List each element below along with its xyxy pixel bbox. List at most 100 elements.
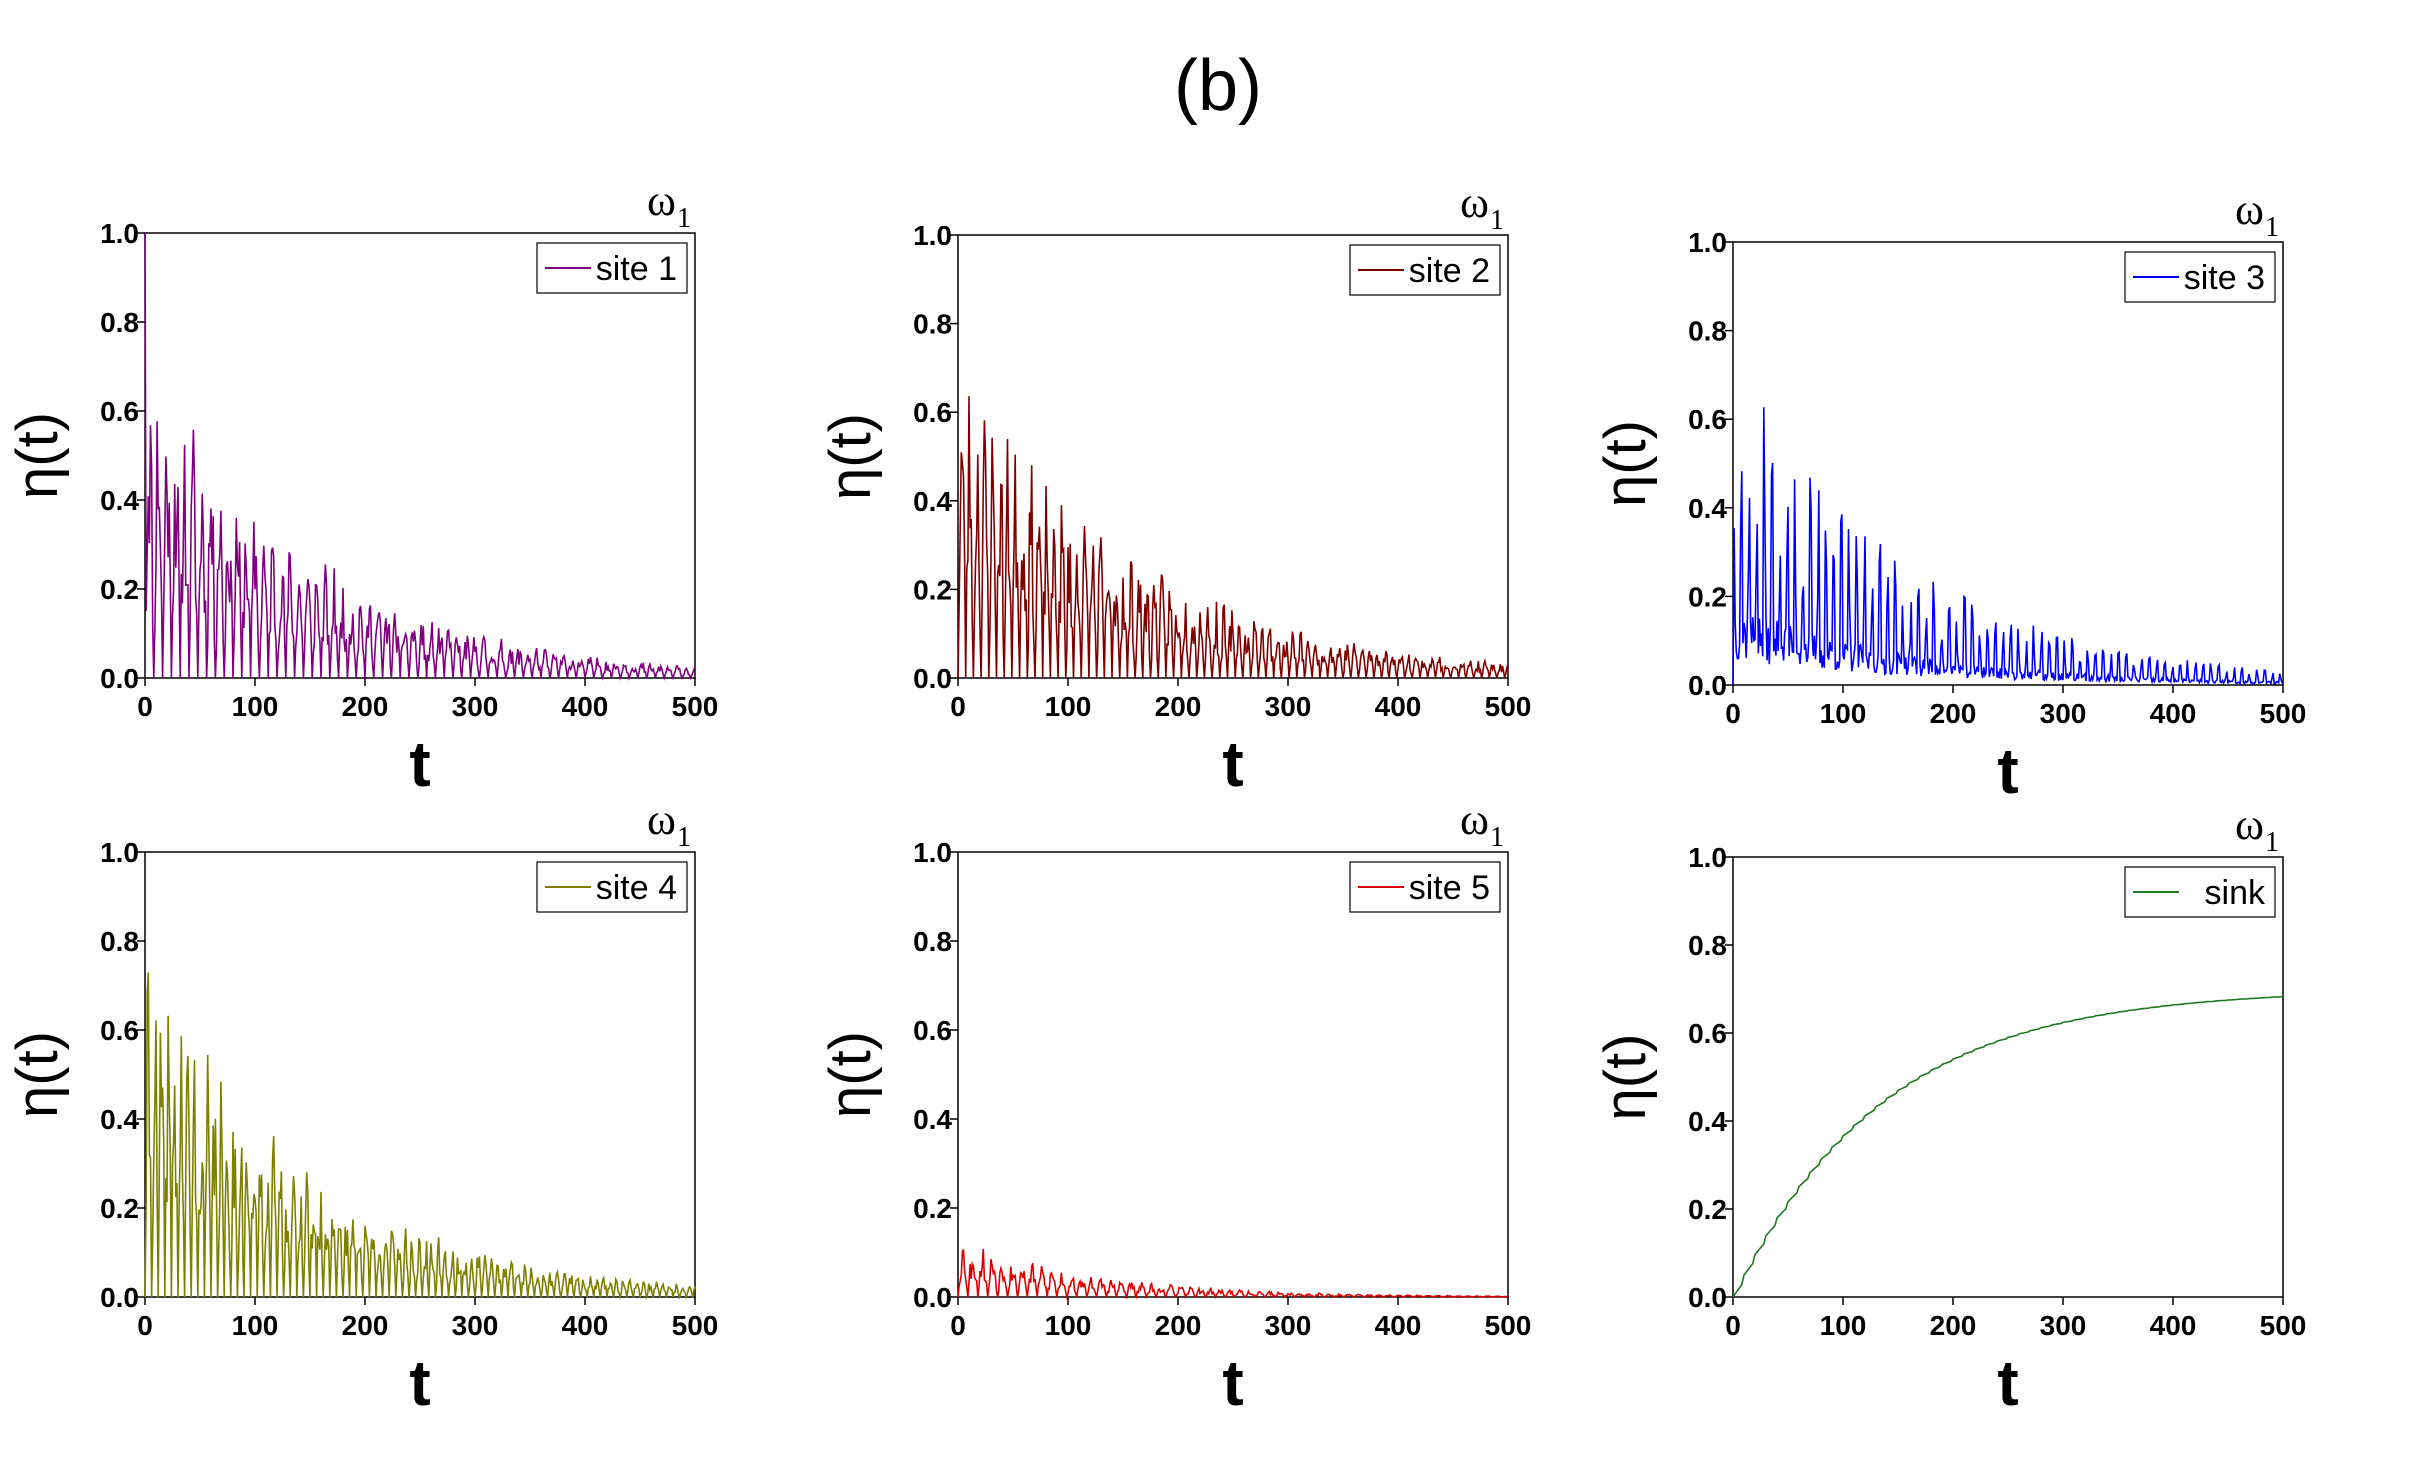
omega-subscript: 1 <box>1490 205 1504 236</box>
omega-label: ω <box>2235 800 2264 849</box>
x-tick-label: 300 <box>452 691 499 722</box>
x-tick-label: 500 <box>1485 691 1532 722</box>
x-tick-label: 500 <box>672 691 719 722</box>
y-tick-label: 0.2 <box>1688 1194 1727 1225</box>
x-tick-label: 400 <box>2150 1310 2197 1341</box>
x-tick-label: 400 <box>2150 698 2197 729</box>
chart-panel-4: 0 100 200 300 400 500 0.0 0.2 0.4 0.6 0.8 1.0 t η(t) ω… <box>5 795 718 1419</box>
x-tick-label: 200 <box>1155 1310 1202 1341</box>
x-tick-label: 200 <box>342 691 389 722</box>
x-tick-label: 300 <box>452 1310 499 1341</box>
omega-label: ω <box>1460 178 1489 227</box>
y-tick-label: 1.0 <box>100 218 139 249</box>
y-tick-label: 0.4 <box>1688 1106 1727 1137</box>
x-tick-label: 0 <box>137 1310 153 1341</box>
y-tick-label: 0.0 <box>100 663 139 694</box>
plot-frame <box>1732 856 2284 1298</box>
x-tick-label: 200 <box>1930 698 1977 729</box>
y-tick-label: 0.4 <box>100 1104 139 1135</box>
x-axis-label: t <box>1997 735 2018 807</box>
omega-subscript: 1 <box>1490 822 1504 853</box>
y-tick-label: 0.4 <box>913 1104 952 1135</box>
x-axis-label: t <box>409 728 430 800</box>
y-tick-label: 0.0 <box>913 663 952 694</box>
y-tick-label: 0.4 <box>1688 493 1727 524</box>
y-tick-label: 0.8 <box>100 926 139 957</box>
plot-frame <box>957 851 1509 1298</box>
plot-frame <box>144 851 696 1298</box>
y-tick-label: 1.0 <box>913 220 952 251</box>
x-tick-label: 200 <box>1930 1310 1977 1341</box>
x-tick-label: 400 <box>562 691 609 722</box>
x-tick-label: 300 <box>2040 1310 2087 1341</box>
plot-frame <box>1732 241 2284 686</box>
figure-label: (b) <box>1174 46 1262 126</box>
x-tick-label: 100 <box>1820 1310 1867 1341</box>
omega-subscript: 1 <box>677 822 691 853</box>
x-tick-label: 200 <box>342 1310 389 1341</box>
x-tick-label: 0 <box>137 691 153 722</box>
omega-subscript: 1 <box>677 203 691 234</box>
y-tick-label: 0.2 <box>913 1193 952 1224</box>
series-line-site-5 <box>957 1248 1508 1301</box>
x-axis-label: t <box>1222 728 1243 800</box>
y-axis-label: η(t) <box>818 1031 883 1118</box>
y-tick-label: 0.8 <box>913 926 952 957</box>
omega-label: ω <box>647 795 676 844</box>
y-tick-label: 0.4 <box>913 486 952 517</box>
legend-label: site 5 <box>1409 869 1490 907</box>
y-tick-label: 0.6 <box>913 1015 952 1046</box>
x-axis-label: t <box>409 1347 430 1419</box>
chart-panel-5: 0 100 200 300 400 500 0.0 0.2 0.4 0.6 0.8 1.0 t η(t) ω… <box>818 795 1531 1419</box>
chart-panel-2: 0 100 200 300 400 500 0.0 0.2 0.4 0.6 0.8 1.0 t η(t) ω… <box>818 178 1531 800</box>
y-tick-label: 1.0 <box>1688 227 1727 258</box>
x-tick-label: 500 <box>2260 698 2307 729</box>
x-tick-label: 500 <box>672 1310 719 1341</box>
y-tick-label: 0.0 <box>913 1282 952 1313</box>
legend-label: site 2 <box>1409 252 1490 290</box>
y-axis-label: η(t) <box>1593 420 1658 507</box>
x-tick-label: 200 <box>1155 691 1202 722</box>
x-tick-label: 400 <box>562 1310 609 1341</box>
y-tick-label: 1.0 <box>100 837 139 868</box>
x-tick-label: 0 <box>950 1310 966 1341</box>
y-tick-label: 0.8 <box>100 307 139 338</box>
y-tick-label: 0.0 <box>1688 1282 1727 1313</box>
x-tick-label: 100 <box>1045 691 1092 722</box>
y-tick-label: 0.2 <box>100 1193 139 1224</box>
y-axis-label: η(t) <box>1593 1034 1658 1121</box>
legend-label: site 1 <box>596 250 677 288</box>
series-line-site-3 <box>1732 407 2284 687</box>
omega-label: ω <box>647 176 676 225</box>
legend-label: site 3 <box>2184 259 2265 297</box>
x-tick-label: 300 <box>2040 698 2087 729</box>
y-tick-label: 0.8 <box>1688 930 1727 961</box>
x-axis-label: t <box>1222 1347 1243 1419</box>
omega-label: ω <box>1460 795 1489 844</box>
y-tick-label: 0.8 <box>1688 316 1727 347</box>
x-axis-label: t <box>1997 1347 2018 1419</box>
x-tick-label: 300 <box>1265 691 1312 722</box>
x-tick-label: 0 <box>950 691 966 722</box>
x-tick-label: 300 <box>1265 1310 1312 1341</box>
y-tick-label: 0.6 <box>100 1015 139 1046</box>
y-tick-label: 0.0 <box>100 1282 139 1313</box>
chart-panel-3: 0 100 200 300 400 500 0.0 0.2 0.4 0.6 0.8 1.0 t η(t) ω… <box>1593 185 2306 807</box>
y-tick-label: 0.6 <box>1688 404 1727 435</box>
y-tick-label: 0.4 <box>100 485 139 516</box>
y-tick-label: 1.0 <box>913 837 952 868</box>
x-tick-label: 100 <box>232 1310 279 1341</box>
y-tick-label: 0.2 <box>100 574 139 605</box>
x-tick-label: 100 <box>1045 1310 1092 1341</box>
x-tick-label: 400 <box>1375 691 1422 722</box>
x-tick-label: 0 <box>1725 698 1741 729</box>
x-tick-label: 100 <box>232 691 279 722</box>
y-tick-label: 0.0 <box>1688 670 1727 701</box>
x-tick-label: 500 <box>2260 1310 2307 1341</box>
x-tick-label: 100 <box>1820 698 1867 729</box>
y-axis-label: η(t) <box>5 412 70 499</box>
x-tick-label: 0 <box>1725 1310 1741 1341</box>
legend-label: sink <box>2205 874 2266 912</box>
y-tick-label: 0.6 <box>913 397 952 428</box>
